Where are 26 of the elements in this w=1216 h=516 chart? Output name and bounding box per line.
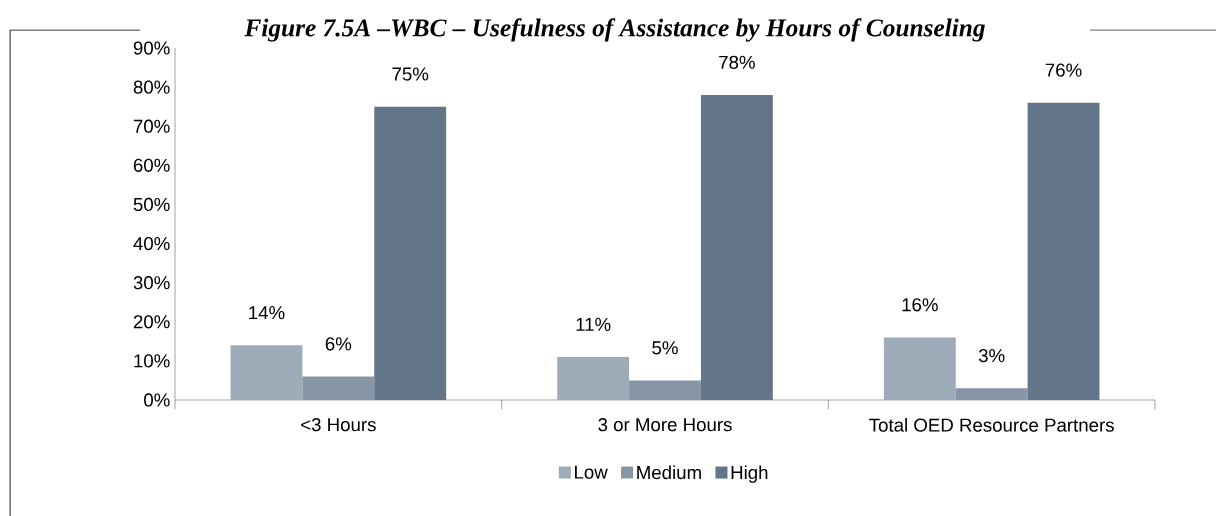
y-tick-label: 90% [133,41,170,55]
legend-label: Low [575,465,608,479]
data-label: 11% [576,317,611,331]
y-tick-label: 60% [133,158,170,172]
y-tick-label: 70% [133,119,170,133]
data-label: 14% [249,306,285,320]
y-tick-label: 80% [133,80,170,94]
data-label: 75% [392,67,429,81]
legend-label: Medium [637,465,701,480]
data-label: 6% [325,337,352,351]
x-tick-label: 3 or More Hours [598,418,732,432]
legend-label: High [731,465,768,483]
y-tick-label: 50% [133,197,170,212]
y-tick-label: 10% [134,354,170,368]
y-tick-label: 30% [133,276,170,290]
y-tick-label: 40% [133,236,170,251]
data-label: 76% [1045,63,1082,77]
data-label: 5% [652,341,678,355]
y-tick-label: 20% [133,315,170,329]
data-label: 16% [902,298,938,312]
data-label: 3% [978,348,1005,363]
data-label: 78% [719,55,755,69]
x-tick-label: <3 Hours [301,418,376,432]
y-tick-label: 0% [144,393,170,407]
chart-title: Figure 7.5A –WBC – Usefulness of Assistance by Hours of Counseling [244,18,985,42]
x-tick-label: Total OED Resource Partners [869,418,1114,432]
